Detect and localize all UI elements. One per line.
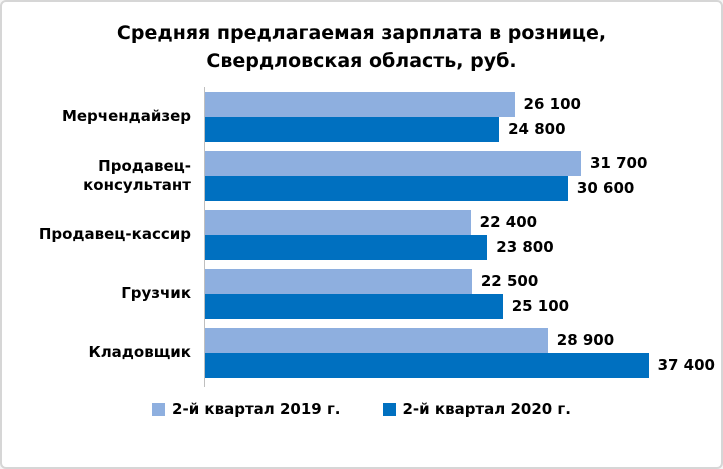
chart-title: Средняя предлагаемая зарплата в рознице,… bbox=[2, 20, 721, 75]
category-label: Продавец- консультант bbox=[83, 156, 191, 194]
value-label: 22 500 bbox=[480, 272, 539, 291]
legend: 2-й квартал 2019 г. 2-й квартал 2020 г. bbox=[2, 400, 721, 418]
bar-2019-sales-consultant bbox=[205, 150, 581, 176]
bar-group: 22 500 25 100 bbox=[204, 264, 721, 324]
bar-group: 26 100 24 800 bbox=[204, 87, 721, 147]
bar-group: 31 700 30 600 bbox=[204, 146, 721, 206]
value-label: 30 600 bbox=[576, 179, 635, 198]
bar-2020-merchandiser bbox=[205, 116, 500, 142]
bar-2020-loader bbox=[205, 293, 503, 319]
bar-2019-merchandiser bbox=[205, 91, 515, 117]
bar-group: 28 900 37 400 bbox=[204, 323, 721, 383]
chart-title-line-1: Средняя предлагаемая зарплата в рознице, bbox=[116, 22, 607, 44]
value-label: 37 400 bbox=[657, 356, 715, 375]
value-label: 22 400 bbox=[479, 213, 538, 232]
category-label: Продавец-кассир bbox=[38, 225, 191, 244]
bar-2020-sales-cashier bbox=[205, 234, 488, 260]
value-label: 26 100 bbox=[523, 95, 581, 114]
category-row: Грузчик 22 500 25 100 bbox=[2, 264, 721, 324]
value-label: 31 700 bbox=[589, 154, 648, 173]
category-row: Мерчендайзер 26 100 24 800 bbox=[2, 87, 721, 147]
category-label: Мерчендайзер bbox=[61, 107, 191, 126]
legend-swatch-2019 bbox=[152, 402, 166, 416]
category-row: Продавец- консультант 31 700 30 600 bbox=[2, 146, 721, 206]
legend-swatch-2020 bbox=[382, 402, 396, 416]
category-label: Грузчик bbox=[121, 284, 191, 303]
value-label: 25 100 bbox=[511, 297, 570, 316]
legend-label-2019: 2-й квартал 2019 г. bbox=[172, 400, 341, 419]
value-label: 23 800 bbox=[496, 238, 554, 257]
chart-title-line-2: Свердловская область, руб. bbox=[206, 49, 517, 72]
legend-item-2020: 2-й квартал 2020 г. bbox=[382, 400, 571, 419]
legend-label-2020: 2-й квартал 2020 г. bbox=[402, 400, 571, 419]
bar-2019-storekeeper bbox=[205, 327, 548, 353]
bar-2020-sales-consultant bbox=[205, 175, 568, 201]
value-label: 24 800 bbox=[508, 120, 566, 139]
bar-2019-loader bbox=[205, 268, 472, 294]
category-row: Кладовщик 28 900 37 400 bbox=[2, 323, 721, 383]
category-label: Кладовщик bbox=[88, 343, 191, 362]
plot-area: Мерчендайзер 26 100 24 800 Продавец- кон… bbox=[2, 87, 721, 388]
legend-item-2019: 2-й квартал 2019 г. bbox=[152, 400, 341, 419]
category-row: Продавец-кассир 22 400 23 800 bbox=[2, 205, 721, 265]
bar-2020-storekeeper bbox=[205, 352, 649, 378]
value-label: 28 900 bbox=[556, 331, 615, 350]
bar-group: 22 400 23 800 bbox=[204, 205, 721, 265]
y-axis-line bbox=[204, 382, 721, 388]
bar-2019-sales-cashier bbox=[205, 209, 471, 235]
